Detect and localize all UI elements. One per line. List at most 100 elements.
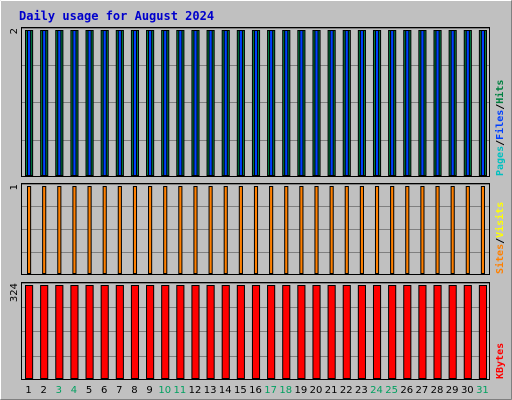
legend-item: Files <box>494 110 506 140</box>
bar-sites-day-9 <box>148 186 153 274</box>
bar-sites-day-6 <box>102 186 107 274</box>
bar-kbytes-day-10 <box>161 285 170 379</box>
bar-files-day-8 <box>132 30 138 176</box>
day-label: 31 <box>476 385 489 396</box>
bar-sites-day-23 <box>359 186 364 274</box>
day-label: 25 <box>385 385 398 396</box>
bar-kbytes-day-4 <box>70 285 79 379</box>
bar-files-day-7 <box>117 30 122 176</box>
legend-pages-files-hits: Pages/Files/Hits <box>494 80 506 176</box>
legend-item: Visits <box>494 202 506 238</box>
bar-kbytes-day-11 <box>176 285 185 379</box>
day-label: 16 <box>249 385 262 396</box>
bar-files-day-28 <box>435 30 440 176</box>
bar-kbytes-day-27 <box>418 285 427 379</box>
day-label: 19 <box>295 385 308 396</box>
bar-sites-day-25 <box>390 186 395 274</box>
bar-kbytes-day-12 <box>191 285 200 379</box>
bar-sites-day-5 <box>87 186 92 274</box>
bar-files-day-15 <box>238 30 243 176</box>
bar-sites-day-19 <box>299 186 304 274</box>
bar-sites-day-1 <box>27 186 32 274</box>
bar-sites-day-4 <box>72 186 77 274</box>
bar-files-day-17 <box>269 30 274 176</box>
day-label: 17 <box>264 385 277 396</box>
bar-sites-day-30 <box>465 186 470 274</box>
bar-kbytes-day-18 <box>282 285 291 379</box>
bar-files-day-12 <box>193 30 198 176</box>
bar-kbytes-day-24 <box>372 285 382 379</box>
bar-files-day-16 <box>253 30 259 176</box>
legend-item: Hits <box>494 80 506 104</box>
bar-kbytes-day-17 <box>267 285 276 379</box>
day-label: 5 <box>86 385 92 396</box>
day-label: 4 <box>71 385 77 396</box>
bar-sites-day-17 <box>269 186 274 274</box>
y-axis-max-label: 2 <box>9 28 20 34</box>
bar-files-day-14 <box>223 30 228 176</box>
day-label: 20 <box>310 385 323 396</box>
bar-sites-day-8 <box>132 186 138 274</box>
bar-files-day-2 <box>42 30 47 176</box>
bar-kbytes-day-16 <box>251 285 261 379</box>
legend-item: Pages <box>495 146 506 176</box>
bar-files-day-11 <box>178 30 183 176</box>
legend-kbytes: KBytes <box>495 343 506 379</box>
day-label: 6 <box>101 385 107 396</box>
bar-files-day-13 <box>208 30 213 176</box>
bar-files-day-9 <box>148 30 153 176</box>
bar-kbytes-day-3 <box>55 285 64 379</box>
bar-files-day-27 <box>420 30 425 176</box>
bar-sites-day-7 <box>117 186 122 274</box>
bar-sites-day-18 <box>284 186 289 274</box>
bar-kbytes-day-1 <box>25 285 34 379</box>
bar-files-day-1 <box>27 30 32 176</box>
bar-files-day-21 <box>329 30 334 176</box>
day-label: 1 <box>25 385 31 396</box>
bar-files-day-25 <box>390 30 395 176</box>
bar-kbytes-day-31 <box>478 285 488 379</box>
bar-files-day-31 <box>480 30 486 176</box>
bar-sites-day-28 <box>435 186 440 274</box>
y-axis-max-label: 1 <box>9 184 20 190</box>
bar-kbytes-day-23 <box>357 285 366 379</box>
bar-kbytes-day-30 <box>463 285 472 379</box>
day-label: 27 <box>416 385 429 396</box>
day-label: 23 <box>355 385 368 396</box>
bar-sites-day-27 <box>420 186 425 274</box>
bar-sites-day-24 <box>374 186 380 274</box>
bar-files-day-5 <box>87 30 92 176</box>
bar-files-day-19 <box>299 30 304 176</box>
bar-sites-day-21 <box>329 186 334 274</box>
bar-kbytes-day-25 <box>388 285 397 379</box>
legend-item: / <box>495 238 506 244</box>
day-label: 14 <box>219 385 232 396</box>
chart-title: Daily usage for August 2024 <box>19 9 214 23</box>
legend-item: Sites <box>494 244 506 274</box>
day-label: 30 <box>461 385 474 396</box>
bar-sites-day-11 <box>178 186 183 274</box>
bar-sites-day-16 <box>253 186 259 274</box>
bar-files-day-3 <box>57 30 62 176</box>
bar-sites-day-26 <box>405 186 410 274</box>
bar-kbytes-day-20 <box>312 285 321 379</box>
bar-kbytes-day-15 <box>236 285 245 379</box>
bar-kbytes-day-14 <box>221 285 230 379</box>
bar-files-day-29 <box>450 30 455 176</box>
bar-kbytes-day-13 <box>206 285 215 379</box>
bar-kbytes-day-22 <box>342 285 351 379</box>
day-label: 13 <box>204 385 217 396</box>
day-label: 11 <box>173 385 186 396</box>
day-label: 9 <box>146 385 152 396</box>
day-label: 8 <box>131 385 137 396</box>
day-label: 29 <box>446 385 459 396</box>
bar-files-day-24 <box>374 30 380 176</box>
day-label: 7 <box>116 385 122 396</box>
day-label: 26 <box>400 385 413 396</box>
bar-sites-day-10 <box>163 186 168 274</box>
bar-files-day-23 <box>359 30 364 176</box>
day-label: 2 <box>41 385 47 396</box>
bar-files-day-26 <box>405 30 410 176</box>
